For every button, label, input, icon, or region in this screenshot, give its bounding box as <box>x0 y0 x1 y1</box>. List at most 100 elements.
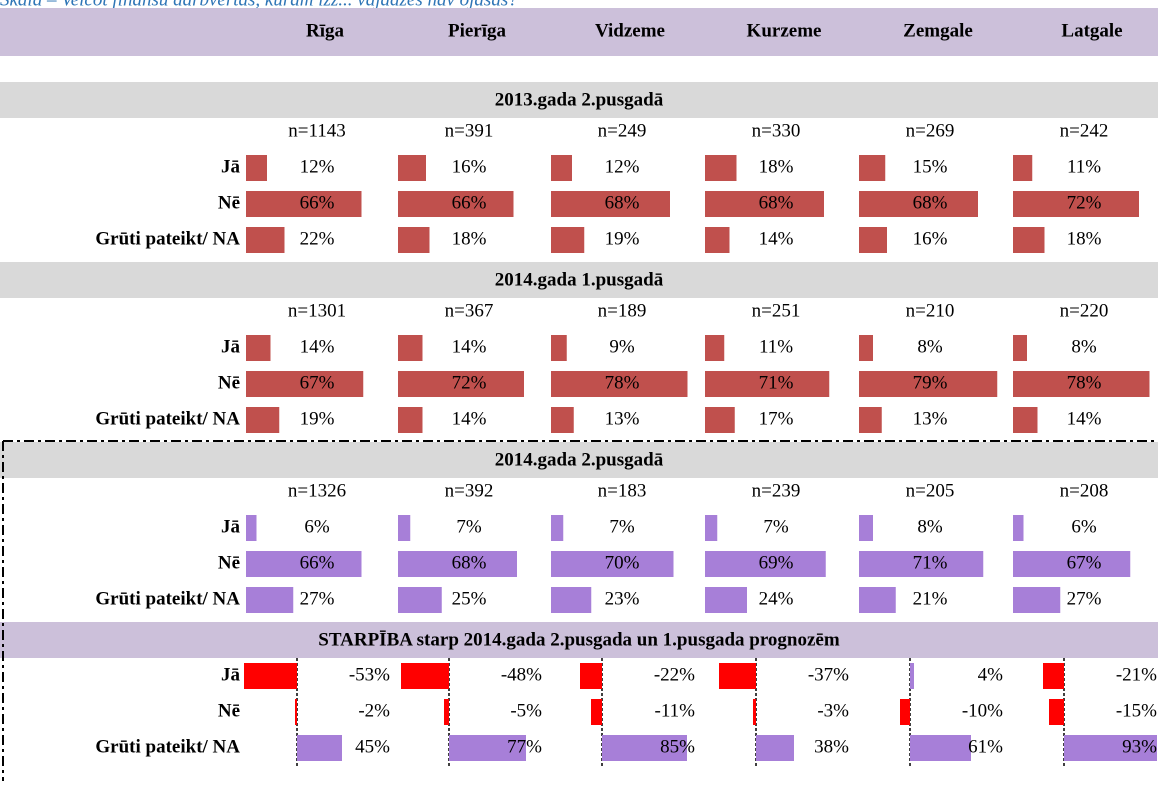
value-label: 14% <box>300 336 335 357</box>
row-label: Grūti pateikt/ NA <box>95 736 240 757</box>
section-header <box>0 82 1158 118</box>
difference-bar <box>910 663 914 689</box>
bar <box>551 551 674 577</box>
value-label: 79% <box>913 372 948 393</box>
difference-bar <box>401 663 449 689</box>
value-label: 16% <box>452 156 487 177</box>
value-label: 6% <box>304 516 330 537</box>
bar <box>859 371 998 397</box>
difference-bar <box>602 735 687 761</box>
value-label: 68% <box>913 192 948 213</box>
sample-size: n=269 <box>906 120 955 141</box>
header-row <box>0 8 1158 56</box>
value-label: 14% <box>1067 408 1102 429</box>
section-title: 2013.gada 2.pusgadā <box>495 89 664 110</box>
bar <box>705 191 824 217</box>
difference-bar <box>244 663 297 689</box>
bar <box>246 155 267 181</box>
sample-size: n=220 <box>1060 300 1109 321</box>
value-label: 14% <box>452 408 487 429</box>
bar <box>398 371 524 397</box>
value-label: -3% <box>817 700 849 721</box>
value-label: -10% <box>962 700 1003 721</box>
value-label: 6% <box>1071 516 1097 537</box>
sample-size: n=249 <box>598 120 647 141</box>
value-label: -22% <box>654 664 695 685</box>
section-header <box>0 442 1158 478</box>
bar <box>1013 515 1024 541</box>
sample-size: n=330 <box>752 120 801 141</box>
difference-bar <box>753 699 756 725</box>
section-header <box>0 262 1158 298</box>
difference-bar <box>756 735 794 761</box>
bar <box>705 407 735 433</box>
bar <box>705 335 725 361</box>
value-label: 66% <box>300 552 335 573</box>
bar <box>705 371 830 397</box>
value-label: 17% <box>759 408 794 429</box>
bar <box>551 191 670 217</box>
column-header: Rīga <box>306 20 345 41</box>
difference-bar <box>1043 663 1064 689</box>
value-label: 93% <box>1122 736 1157 757</box>
value-label: 19% <box>605 228 640 249</box>
value-label: 78% <box>605 372 640 393</box>
bar <box>551 515 564 541</box>
row-label: Grūti pateikt/ NA <box>95 228 240 249</box>
bar <box>1013 155 1033 181</box>
bar <box>1013 551 1131 577</box>
bar <box>398 551 517 577</box>
row-label: Jā <box>221 156 241 177</box>
bar <box>551 335 567 361</box>
bar <box>705 587 747 613</box>
bar <box>246 335 271 361</box>
value-label: 68% <box>452 552 487 573</box>
value-label: 61% <box>968 736 1003 757</box>
value-label: 12% <box>300 156 335 177</box>
row-label: Jā <box>221 664 241 685</box>
value-label: 23% <box>605 588 640 609</box>
bar <box>859 587 896 613</box>
value-label: 8% <box>917 336 943 357</box>
sample-size: n=392 <box>445 480 494 501</box>
sample-size: n=242 <box>1060 120 1109 141</box>
value-label: 13% <box>913 408 948 429</box>
bar <box>1013 587 1061 613</box>
row-label: Nē <box>218 192 240 213</box>
row-label: Grūti pateikt/ NA <box>95 588 240 609</box>
bar <box>705 155 737 181</box>
bar <box>398 155 426 181</box>
value-label: -53% <box>349 664 390 685</box>
section-header <box>0 622 1158 658</box>
value-label: 38% <box>814 736 849 757</box>
value-label: -2% <box>358 700 390 721</box>
value-label: 69% <box>759 552 794 573</box>
value-label: -37% <box>808 664 849 685</box>
bar <box>1013 371 1150 397</box>
difference-bar <box>449 735 526 761</box>
difference-bar <box>295 699 297 725</box>
value-label: 78% <box>1067 372 1102 393</box>
value-label: 8% <box>1071 336 1097 357</box>
sample-size: n=1301 <box>288 300 346 321</box>
value-label: -5% <box>510 700 542 721</box>
difference-bar <box>910 735 971 761</box>
value-label: 9% <box>609 336 635 357</box>
row-label: Nē <box>218 552 240 573</box>
value-label: 68% <box>605 192 640 213</box>
value-label: 18% <box>1067 228 1102 249</box>
column-header: Kurzeme <box>747 20 822 41</box>
value-label: 19% <box>300 408 335 429</box>
bar <box>246 587 294 613</box>
value-label: 67% <box>1067 552 1102 573</box>
bar <box>859 551 984 577</box>
bar <box>859 191 978 217</box>
difference-bar <box>900 699 910 725</box>
value-label: 7% <box>763 516 789 537</box>
bar <box>1013 227 1045 253</box>
bar <box>398 587 442 613</box>
bar <box>1013 335 1027 361</box>
bar <box>859 515 873 541</box>
value-label: -21% <box>1116 664 1157 685</box>
